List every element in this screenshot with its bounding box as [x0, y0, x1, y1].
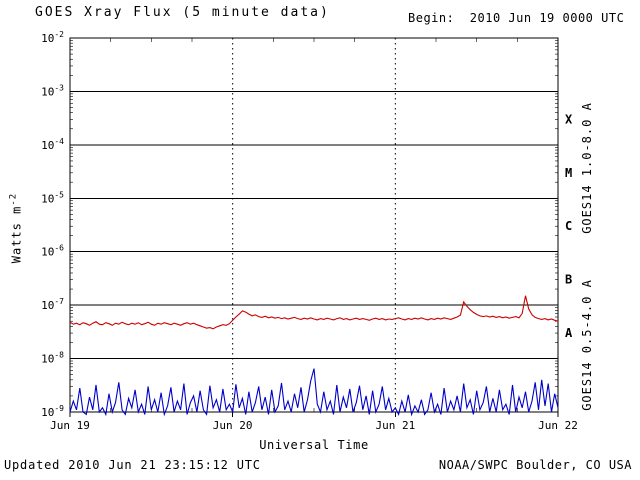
- series-short-trace: [69, 368, 559, 417]
- x-axis-label: Universal Time: [259, 438, 369, 452]
- flare-class-label: M: [565, 166, 572, 180]
- flare-class-label: B: [565, 273, 572, 287]
- x-tick-label: Jun 21: [375, 419, 415, 432]
- flare-class-label: X: [565, 112, 573, 126]
- flare-class-label: A: [565, 326, 573, 340]
- x-tick-label: Jun 19: [50, 419, 90, 432]
- x-tick-label: Jun 20: [213, 419, 253, 432]
- svg-text:10-8: 10-8: [41, 351, 64, 366]
- series-long-trace: [69, 295, 559, 330]
- svg-text:10-2: 10-2: [41, 30, 64, 45]
- y-axis-label-base: Watts m: [9, 205, 24, 264]
- svg-text:10-4: 10-4: [41, 137, 64, 152]
- x-tick-label: Jun 22: [538, 419, 578, 432]
- svg-text:10-3: 10-3: [41, 83, 64, 98]
- series-legend-label: GOES14 1.0-8.0 A: [580, 102, 594, 234]
- flare-class-label: C: [565, 219, 572, 233]
- series-legend-label: GOES14 0.5-4.0 A: [580, 279, 594, 411]
- svg-text:10-7: 10-7: [41, 297, 64, 312]
- svg-text:10-5: 10-5: [41, 190, 64, 205]
- svg-text:10-9: 10-9: [41, 404, 64, 419]
- begin-timestamp: Begin: 2010 Jun 19 0000 UTC: [408, 11, 625, 25]
- chart-title: GOES Xray Flux (5 minute data): [35, 5, 330, 20]
- updated-timestamp: Updated 2010 Jun 21 23:15:12 UTC: [4, 458, 261, 472]
- y-axis-label: Watts m-2: [9, 193, 24, 263]
- y-axis-label-exponent: -2: [8, 192, 19, 206]
- source-credit: NOAA/SWPC Boulder, CO USA: [438, 458, 632, 472]
- svg-text:10-6: 10-6: [41, 244, 64, 259]
